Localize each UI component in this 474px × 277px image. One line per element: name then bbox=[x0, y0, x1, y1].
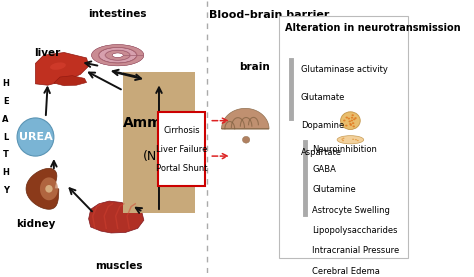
Text: H: H bbox=[2, 168, 9, 177]
Polygon shape bbox=[91, 45, 144, 66]
Ellipse shape bbox=[357, 140, 359, 141]
Text: Glutamine: Glutamine bbox=[312, 185, 356, 194]
Text: brain: brain bbox=[239, 62, 270, 72]
Polygon shape bbox=[221, 108, 269, 129]
Text: Intracranial Pressure: Intracranial Pressure bbox=[312, 247, 399, 255]
Ellipse shape bbox=[17, 118, 54, 156]
Ellipse shape bbox=[350, 124, 352, 126]
Ellipse shape bbox=[354, 117, 357, 119]
Ellipse shape bbox=[346, 117, 348, 119]
Ellipse shape bbox=[355, 139, 357, 140]
Ellipse shape bbox=[351, 114, 354, 116]
Text: Glutaminase activity: Glutaminase activity bbox=[301, 65, 388, 74]
Text: UREA: UREA bbox=[18, 132, 52, 142]
Text: Liver Failure: Liver Failure bbox=[156, 145, 208, 154]
Text: A: A bbox=[2, 115, 9, 124]
FancyBboxPatch shape bbox=[123, 71, 195, 213]
Ellipse shape bbox=[342, 140, 344, 141]
Ellipse shape bbox=[351, 117, 353, 119]
Text: E: E bbox=[3, 97, 9, 106]
Text: Dopamine: Dopamine bbox=[301, 120, 344, 130]
Text: Alteration in neurotransmission: Alteration in neurotransmission bbox=[285, 23, 461, 33]
Text: Portal Shunt: Portal Shunt bbox=[156, 164, 208, 173]
Ellipse shape bbox=[345, 125, 347, 127]
Ellipse shape bbox=[353, 125, 355, 127]
Ellipse shape bbox=[337, 136, 364, 144]
Text: T: T bbox=[3, 150, 9, 159]
Ellipse shape bbox=[347, 118, 350, 119]
Ellipse shape bbox=[351, 120, 353, 121]
Text: Blood–brain barrier: Blood–brain barrier bbox=[210, 10, 330, 20]
Ellipse shape bbox=[50, 62, 66, 70]
Polygon shape bbox=[89, 201, 144, 233]
Ellipse shape bbox=[242, 136, 250, 143]
FancyBboxPatch shape bbox=[279, 16, 408, 258]
Polygon shape bbox=[26, 168, 59, 209]
Text: Ammonia: Ammonia bbox=[123, 116, 196, 130]
Text: Neuroinhibition: Neuroinhibition bbox=[312, 145, 377, 153]
Text: liver: liver bbox=[35, 48, 61, 58]
Text: intestines: intestines bbox=[88, 9, 146, 19]
Text: kidney: kidney bbox=[16, 219, 55, 229]
Ellipse shape bbox=[349, 123, 352, 125]
Text: Lipopolysaccharides: Lipopolysaccharides bbox=[312, 226, 398, 235]
Text: H: H bbox=[2, 79, 9, 88]
Ellipse shape bbox=[352, 138, 354, 140]
FancyBboxPatch shape bbox=[158, 112, 205, 186]
Text: GABA: GABA bbox=[312, 165, 336, 174]
Text: muscles: muscles bbox=[96, 261, 143, 271]
Ellipse shape bbox=[342, 138, 345, 139]
Ellipse shape bbox=[343, 120, 346, 122]
Text: Y: Y bbox=[2, 186, 9, 195]
Text: Aspartate: Aspartate bbox=[301, 148, 342, 157]
Text: Glutamate: Glutamate bbox=[301, 93, 345, 102]
Ellipse shape bbox=[46, 185, 53, 193]
Text: L: L bbox=[3, 132, 8, 142]
Polygon shape bbox=[40, 177, 58, 200]
Polygon shape bbox=[105, 50, 130, 60]
Text: (NH₃): (NH₃) bbox=[143, 150, 176, 163]
Polygon shape bbox=[36, 53, 89, 85]
Ellipse shape bbox=[352, 122, 355, 124]
Text: Cirrhosis: Cirrhosis bbox=[164, 126, 200, 135]
Ellipse shape bbox=[341, 138, 343, 140]
Polygon shape bbox=[98, 47, 137, 63]
Ellipse shape bbox=[353, 118, 356, 120]
Ellipse shape bbox=[341, 112, 360, 130]
Text: Cerebral Edema: Cerebral Edema bbox=[312, 267, 380, 276]
Ellipse shape bbox=[348, 120, 351, 122]
Text: Astrocyte Swelling: Astrocyte Swelling bbox=[312, 206, 390, 215]
Polygon shape bbox=[54, 76, 87, 86]
